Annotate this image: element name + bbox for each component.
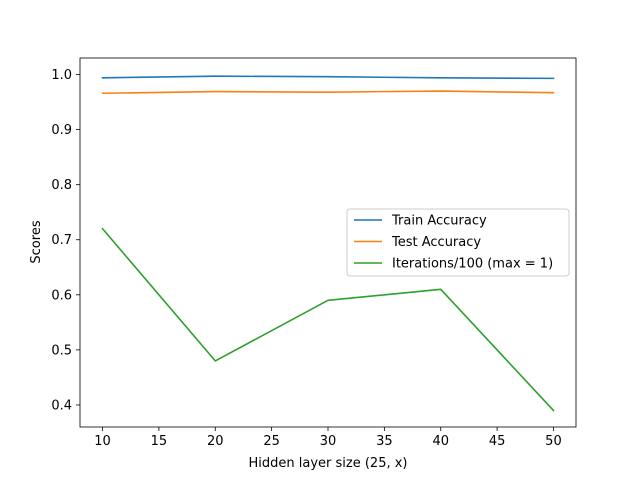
legend: Train Accuracy Test Accuracy Iterations/10… xyxy=(346,208,570,277)
y-tick-label: 0.9 xyxy=(51,123,72,138)
x-tick-label: 20 xyxy=(207,434,224,449)
y-tick-label: 1.0 xyxy=(51,68,72,83)
y-axis-ticks: 0.4 0.5 0.6 0.7 0.8 0.9 1.0 xyxy=(51,68,80,413)
x-tick-label: 45 xyxy=(489,434,506,449)
y-tick-label: 0.7 xyxy=(51,233,72,248)
y-tick-label: 0.8 xyxy=(51,178,72,193)
x-tick-label: 35 xyxy=(376,434,393,449)
x-axis-label: Hidden layer size (25, x) xyxy=(249,456,408,471)
y-axis-label: Scores xyxy=(29,220,44,263)
x-tick-label: 40 xyxy=(432,434,449,449)
series-layer xyxy=(101,75,555,412)
legend-box xyxy=(346,208,570,277)
x-tick-label: 10 xyxy=(94,434,111,449)
legend-label-2: Test Accuracy xyxy=(391,235,481,250)
legend-label-1: Train Accuracy xyxy=(391,214,487,229)
x-tick-label: 15 xyxy=(151,434,168,449)
y-tick-label: 0.6 xyxy=(51,288,72,303)
series-line-3 xyxy=(101,227,555,412)
legend-label-3: Iterations/100 (max = 1) xyxy=(392,257,553,272)
series-line-1 xyxy=(101,75,555,80)
x-tick-label: 30 xyxy=(320,434,337,449)
x-tick-label: 25 xyxy=(263,434,280,449)
y-tick-label: 0.5 xyxy=(51,343,72,358)
x-axis-ticks: 10 15 20 25 30 35 40 45 50 xyxy=(94,427,562,449)
y-tick-label: 0.4 xyxy=(51,398,72,413)
x-tick-label: 50 xyxy=(545,434,562,449)
series-line-2 xyxy=(101,90,555,95)
